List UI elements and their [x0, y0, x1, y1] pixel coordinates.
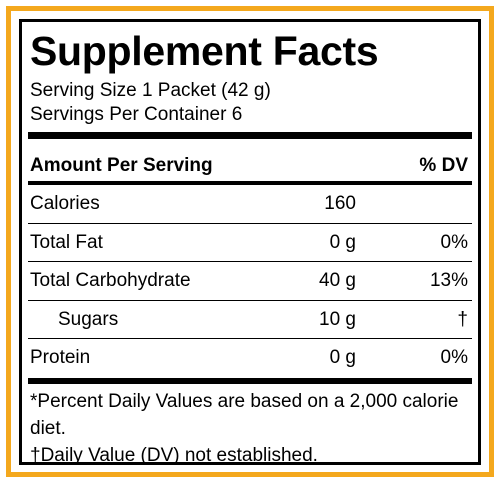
nutrient-name: Sugars	[58, 308, 119, 330]
daily-value: 13%	[429, 270, 468, 292]
nutrient-name: Total Fat	[30, 231, 103, 253]
header-amount: Amount Per Serving	[30, 155, 213, 176]
frame: Supplement Facts Serving Size 1 Packet (…	[6, 6, 494, 477]
row-divider	[28, 222, 472, 224]
row-divider	[28, 261, 472, 263]
amount: 10 g	[319, 308, 356, 330]
row-divider	[28, 299, 472, 301]
nutrient-name: Total Carbohydrate	[30, 270, 191, 292]
header-dv: % DV	[419, 155, 468, 176]
divider	[28, 132, 472, 139]
amount: 0 g	[329, 347, 356, 369]
divider	[28, 181, 472, 185]
table-row: Protein 0 g 0%	[30, 339, 468, 377]
servings-per-container: Servings Per Container 6	[30, 104, 243, 125]
daily-value: 0%	[440, 231, 468, 253]
row-divider	[28, 338, 472, 340]
serving-size: Serving Size 1 Packet (42 g)	[30, 80, 271, 101]
footnote: †Daily Value (DV) not established.	[30, 445, 318, 466]
divider	[28, 378, 472, 384]
daily-value: 0%	[440, 347, 468, 369]
title: Supplement Facts	[30, 28, 379, 74]
amount: 0 g	[329, 231, 356, 253]
table-row: Sugars 10 g †	[30, 301, 468, 339]
table-header: Amount Per Serving % DV	[30, 155, 468, 181]
footnotes: *Percent Daily Values are based on a 2,0…	[30, 388, 468, 469]
nutrient-name: Protein	[30, 347, 91, 369]
nutrient-name: Calories	[30, 193, 100, 214]
amount: 40 g	[319, 270, 356, 292]
footnote: *Percent Daily Values are based on a 2,0…	[30, 391, 459, 439]
table-row: Total Carbohydrate 40 g 13%	[30, 262, 468, 300]
supplement-label: Supplement Facts Serving Size 1 Packet (…	[19, 19, 481, 466]
table-row: Calories 160	[30, 185, 468, 223]
daily-value: †	[457, 308, 468, 330]
amount: 160	[324, 193, 356, 214]
table-row: Total Fat 0 g 0%	[30, 224, 468, 262]
